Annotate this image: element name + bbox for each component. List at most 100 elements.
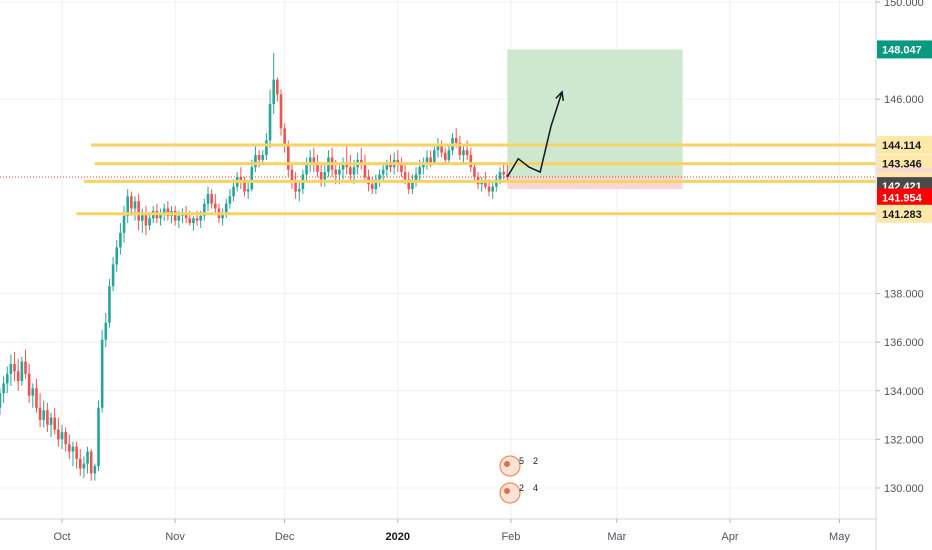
candle-body-down [429, 157, 432, 163]
candle-body-up [82, 463, 86, 469]
time-axis[interactable]: Oct Nov Dec 2020 Feb Mar Apr May [53, 519, 850, 543]
candle-body-down [27, 373, 31, 396]
candle-body-up [133, 201, 137, 209]
y-tick-label: 136.000 [884, 337, 924, 349]
candle-body-up [305, 164, 308, 175]
candle-body-up [148, 218, 151, 226]
candle-body-up [374, 179, 378, 190]
candle-body-down [469, 155, 473, 168]
candle-body-down [64, 432, 67, 445]
candle-body-down [443, 152, 447, 160]
candle-body-up [254, 155, 257, 168]
candle-body-up [31, 388, 35, 396]
arrow-head [555, 90, 565, 101]
event-label: 2 [519, 483, 524, 493]
profit-zone[interactable] [507, 49, 683, 177]
candle-body-up [126, 196, 129, 216]
candle-body-up [42, 410, 46, 420]
y-tick-label: 130.000 [884, 483, 924, 495]
candle-body-up [341, 162, 345, 170]
candle-body-up [2, 383, 5, 394]
x-tick-label: Feb [501, 531, 520, 543]
candle-body-up [425, 157, 429, 163]
candle-body-up [385, 164, 389, 170]
candle-body-down [458, 142, 462, 156]
candle-body-down [319, 172, 323, 180]
price-badge-label: 144.114 [882, 140, 922, 152]
candle-body-up [297, 189, 301, 192]
y-tick-label: 150.000 [884, 0, 924, 9]
candle-body-down [279, 94, 283, 129]
price-axis[interactable]: 150.000 146.000 138.000 136.000 134.000 132.0… [876, 0, 924, 495]
candle-body-up [71, 446, 75, 452]
candle-body-up [228, 196, 232, 204]
price-axis-badges: 148.047144.114143.346142.798142.618142.4… [877, 40, 932, 223]
y-tick-label: 146.000 [884, 94, 924, 106]
x-tick-label: Oct [53, 531, 70, 543]
long-position-zone[interactable] [0, 49, 876, 190]
candle-body-down [349, 167, 352, 175]
candle-body-down [454, 138, 458, 143]
candle-body-down [13, 364, 16, 372]
candle-body-down [465, 150, 469, 156]
candle-body-up [224, 203, 228, 214]
candle-body-down [57, 429, 60, 440]
candle-body-up [104, 322, 108, 340]
horizontal-levels[interactable] [76, 143, 876, 216]
candle-body-down [389, 164, 392, 168]
candle-body-up [338, 169, 341, 175]
candle-body-down [257, 155, 261, 160]
candle-body-up [462, 150, 465, 156]
candle-body-up [495, 179, 498, 187]
candle-body-down [16, 371, 20, 382]
candle-body-up [100, 339, 104, 408]
candle-body-down [487, 186, 491, 192]
candle-body-down [214, 203, 217, 209]
candle-body-up [122, 215, 126, 233]
candle-body-down [35, 388, 38, 408]
y-tick-label: 138.000 [884, 289, 924, 301]
candle-body-up [203, 203, 206, 216]
candle-body-up [414, 174, 418, 182]
candle-body-down [294, 181, 297, 192]
candle-body-up [5, 373, 9, 384]
candle-body-up [9, 364, 13, 374]
candle-body-down [53, 417, 56, 430]
candle-body-up [199, 215, 202, 221]
candle-body-up [97, 407, 100, 467]
projection-path[interactable] [506, 91, 563, 178]
x-tick-label: Apr [721, 531, 738, 543]
candle-body-up [411, 181, 414, 190]
price-badge [877, 136, 932, 154]
event-markers[interactable]: 5 22 4 [499, 455, 538, 504]
candle-body-up [265, 140, 268, 156]
candle-body-down [334, 169, 338, 175]
candle-body-up [447, 150, 451, 160]
candle-body-down [184, 213, 188, 219]
candle-body-up [246, 189, 250, 192]
event-label: 4 [533, 483, 538, 493]
stop-zone[interactable] [507, 176, 683, 190]
candle-body-up [480, 181, 484, 185]
event-flag-icon [504, 488, 510, 494]
event-label: 2 [533, 456, 538, 466]
candle-body-up [20, 361, 24, 382]
x-tick-label: Dec [275, 531, 295, 543]
price-badge-label: 141.283 [882, 209, 922, 221]
price-badge-label: 141.954 [882, 192, 923, 204]
projection-arrow[interactable] [506, 90, 565, 178]
candle-body-up [86, 451, 89, 464]
candle-body-up [206, 193, 210, 204]
candle-body-down [403, 172, 407, 180]
candle-body-up [433, 150, 436, 163]
candle-body-up [111, 264, 115, 287]
candle-body-down [210, 193, 213, 204]
candle-body-down [243, 181, 246, 192]
candle-body-up [177, 215, 181, 221]
candle-body-down [46, 410, 49, 425]
event-label: 5 [519, 456, 524, 466]
